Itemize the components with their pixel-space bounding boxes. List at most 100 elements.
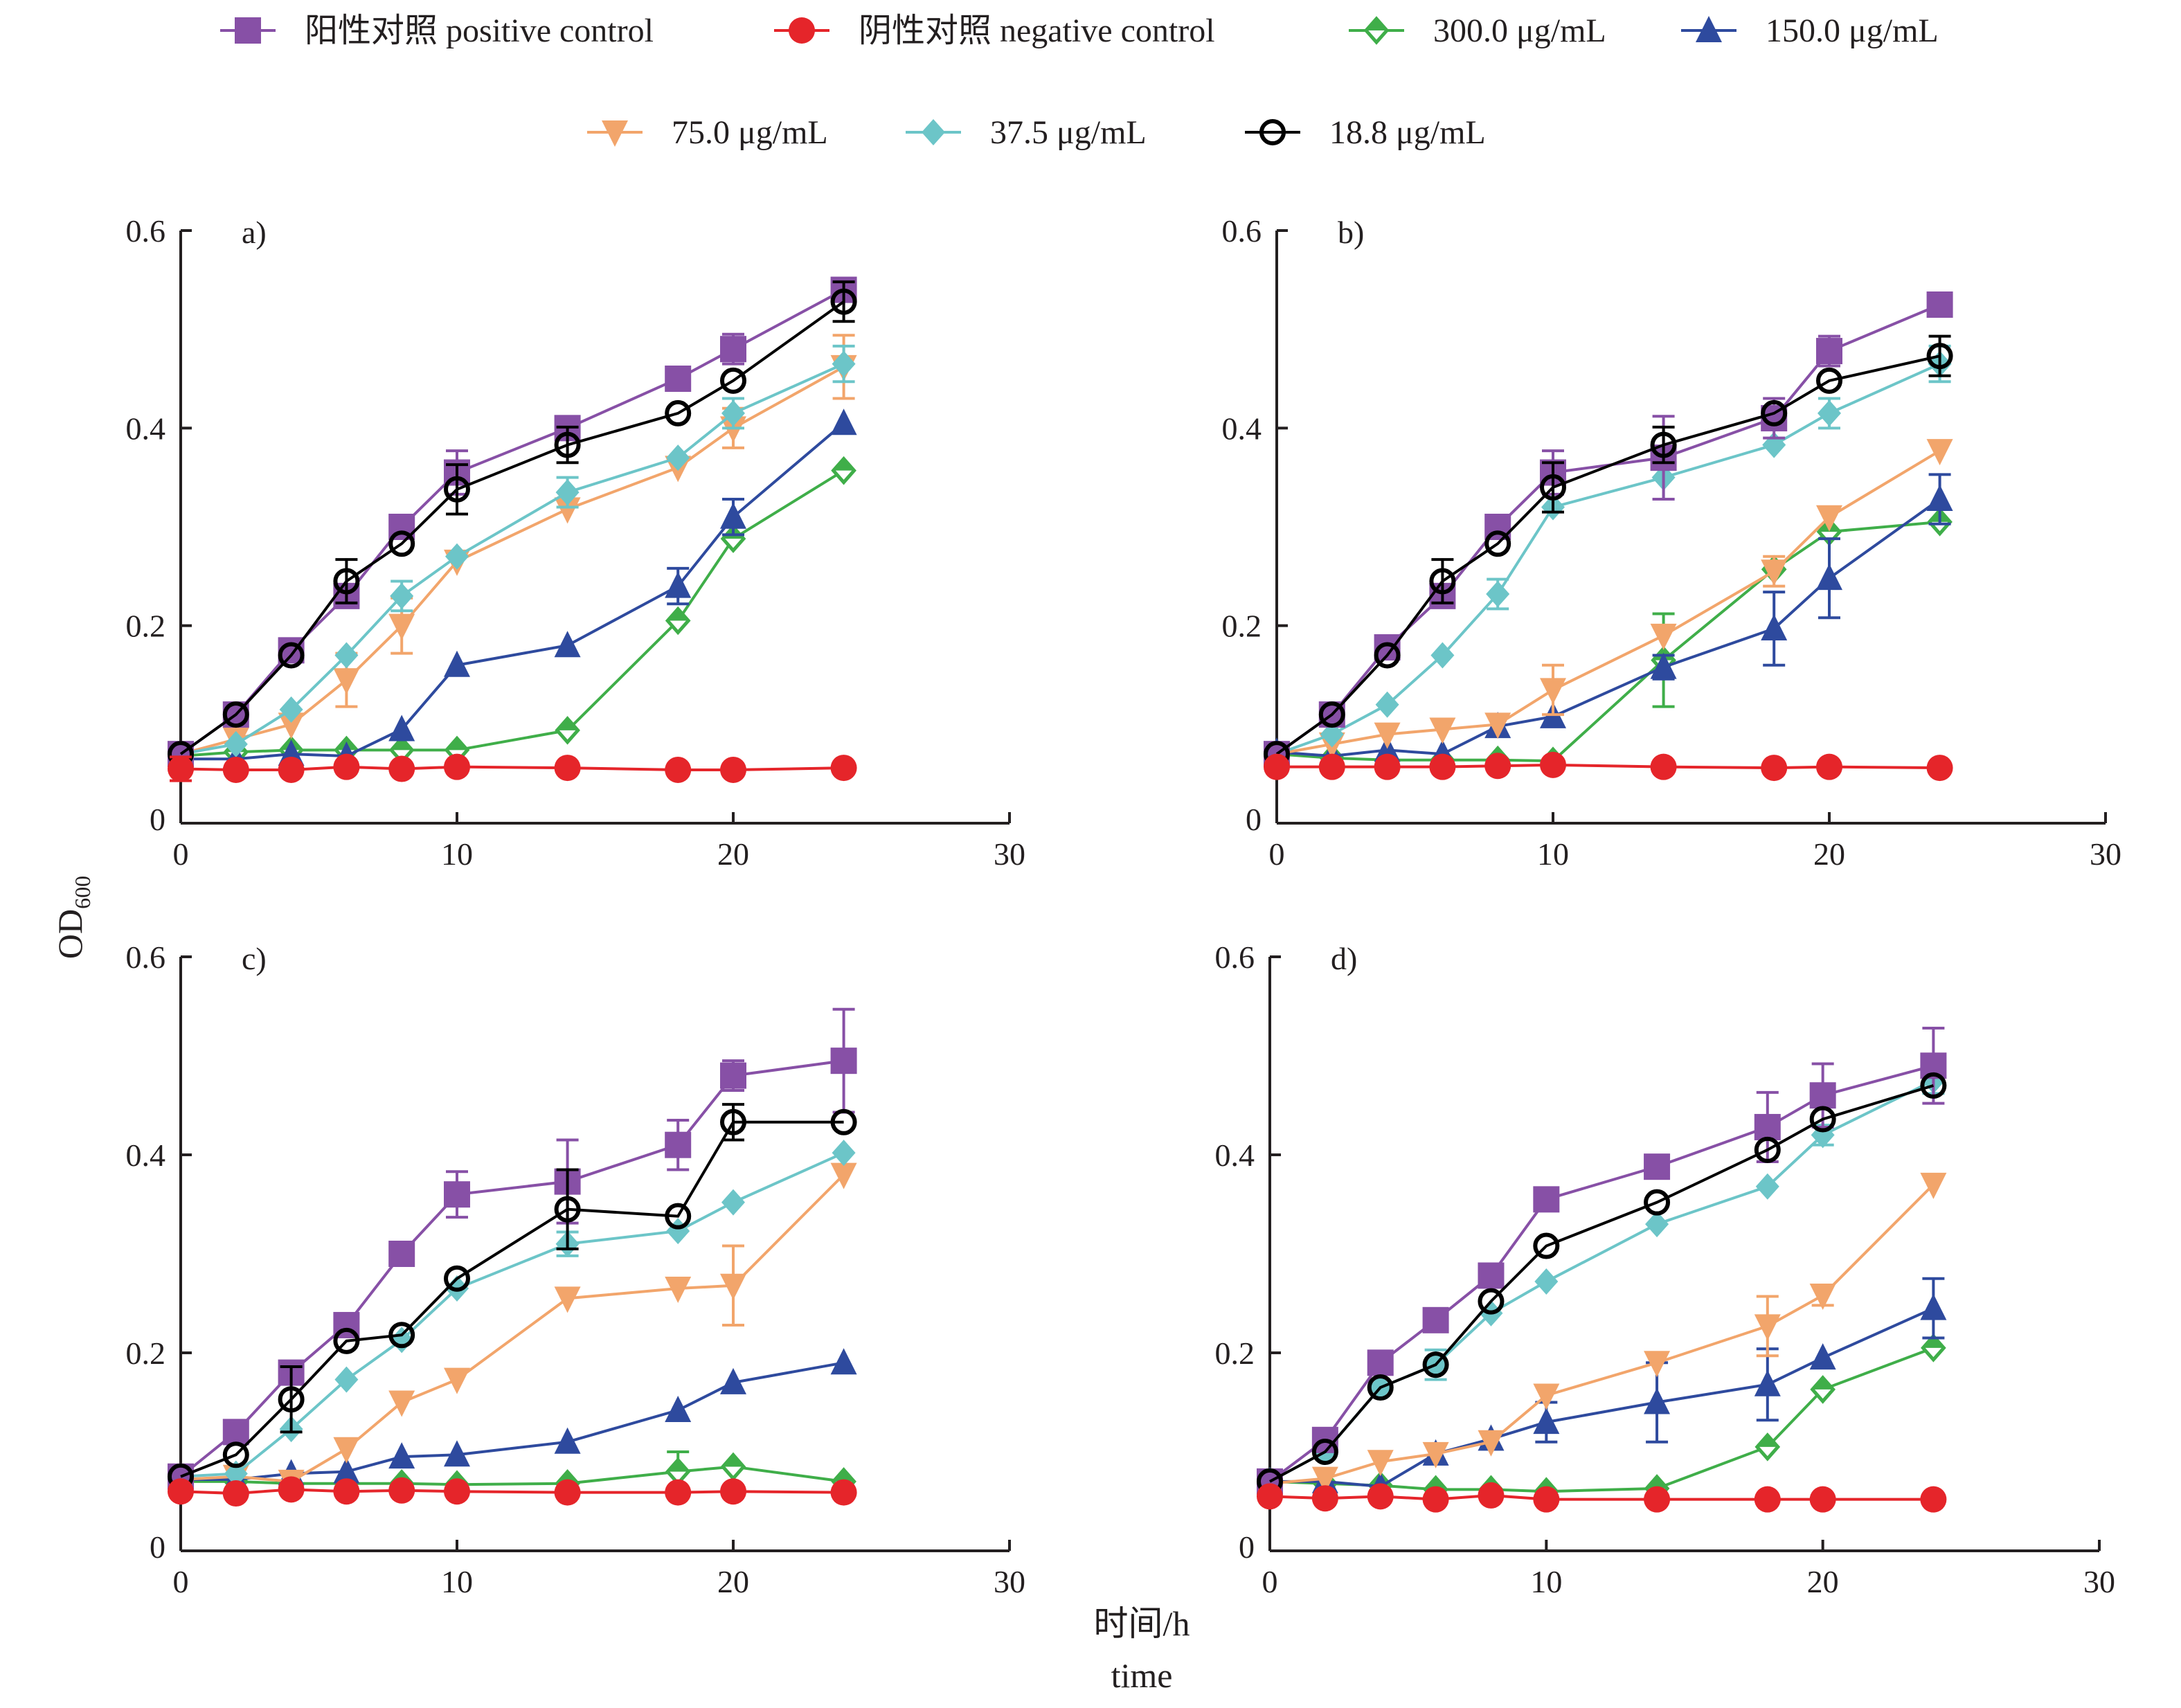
data-point-c18 — [1533, 1232, 1560, 1259]
data-point-c75 — [333, 1437, 360, 1464]
series-c18 — [1257, 1072, 1947, 1495]
x-tick-label: 20 — [717, 836, 749, 872]
data-point-c150 — [665, 571, 692, 598]
y-tick-label: 0.6 — [126, 213, 166, 249]
series-c37 — [1265, 344, 1952, 768]
data-point-c75 — [388, 613, 415, 640]
data-point-neg — [1367, 1483, 1394, 1510]
legend-item-c300: 300.0 μg/mL — [1349, 12, 1606, 49]
data-point-c75 — [1650, 623, 1677, 650]
data-point-neg — [1920, 1486, 1947, 1513]
data-point-c75 — [1644, 1351, 1671, 1378]
series-neg — [168, 1476, 857, 1507]
data-point-c18 — [830, 288, 857, 315]
data-point-neg — [222, 1480, 249, 1507]
series-c150 — [168, 408, 857, 771]
legend-item-pos: 阳性对照 positive control — [220, 12, 654, 49]
data-point-c18 — [1318, 701, 1345, 728]
data-point-pos — [830, 1048, 857, 1075]
data-point-c18 — [222, 701, 249, 728]
legend-marker-neg — [789, 17, 815, 44]
data-point-neg — [1374, 753, 1401, 780]
data-point-pos — [1809, 1082, 1836, 1109]
series-line-c150 — [181, 422, 845, 761]
data-point-c18 — [665, 1203, 692, 1230]
data-point-c18 — [222, 1441, 249, 1468]
series-pos — [1257, 1026, 1947, 1495]
data-point-c75 — [1540, 678, 1566, 705]
legend-item-c18: 18.8 μg/mL — [1245, 114, 1486, 151]
legend-label-c18: 18.8 μg/mL — [1329, 114, 1486, 151]
data-point-neg — [444, 1478, 470, 1505]
data-point-c150 — [444, 1440, 470, 1467]
data-point-neg — [1311, 1485, 1338, 1512]
y-tick-label: 0.6 — [1222, 213, 1262, 249]
panel-label: c) — [242, 941, 267, 976]
series-line-c150 — [1270, 1306, 1935, 1489]
data-point-c150 — [830, 408, 857, 435]
series-line-c75 — [180, 366, 845, 756]
data-point-c75 — [1816, 505, 1842, 532]
panel-label: d) — [1331, 941, 1357, 976]
data-point-pos — [1816, 338, 1842, 365]
data-point-neg — [333, 1478, 360, 1505]
data-point-neg — [388, 755, 415, 782]
y-tick-label: 0.4 — [126, 411, 166, 446]
data-point-c37 — [390, 582, 414, 609]
data-point-c150 — [554, 1427, 581, 1454]
x-tick-label: 10 — [441, 836, 473, 872]
data-point-pos — [1644, 1153, 1671, 1180]
data-point-c18 — [830, 1108, 857, 1135]
data-point-c37 — [1755, 1173, 1779, 1200]
data-point-neg — [388, 1477, 415, 1504]
series-line-c18 — [1269, 1084, 1934, 1483]
data-point-c75 — [1429, 717, 1456, 744]
data-point-c18 — [278, 642, 305, 669]
y-axis-title-subscript: 600 — [70, 876, 95, 909]
y-tick-label: 0.6 — [1215, 940, 1255, 975]
data-point-pos — [388, 1241, 415, 1267]
y-tick-label: 0 — [1246, 802, 1262, 837]
series-line-pos — [1275, 303, 1941, 755]
y-tick-label: 0.4 — [126, 1138, 166, 1173]
data-point-c18 — [1926, 343, 1953, 370]
data-point-c75 — [1761, 559, 1788, 586]
y-tick-label: 0.2 — [1222, 609, 1262, 644]
series-line-neg — [1277, 763, 1940, 770]
data-point-c37 — [555, 479, 580, 506]
data-point-c37 — [279, 696, 303, 723]
data-point-c18 — [1311, 1439, 1338, 1465]
y-tick-label: 0.2 — [126, 1336, 166, 1371]
data-point-pos — [665, 1131, 692, 1158]
data-point-pos — [1478, 1262, 1505, 1289]
x-tick-label: 0 — [173, 836, 189, 872]
series-line-c150 — [181, 1361, 844, 1482]
data-point-neg — [1761, 755, 1788, 782]
data-point-c18 — [665, 399, 692, 426]
data-point-c75 — [1478, 1430, 1505, 1457]
y-tick-label: 0.6 — [126, 940, 166, 975]
y-tick-label: 0 — [150, 802, 165, 837]
series-neg — [168, 753, 857, 783]
data-point-c150 — [1926, 485, 1953, 512]
data-point-pos — [222, 1419, 249, 1446]
data-point-c75 — [830, 1162, 857, 1189]
data-point-neg — [830, 755, 857, 782]
series-line-c300 — [1276, 520, 1940, 763]
data-point-c18 — [1374, 642, 1401, 669]
legend-label-c150: 150.0 μg/mL — [1766, 12, 1939, 49]
data-point-pos — [444, 1181, 470, 1208]
data-point-c18 — [720, 1108, 746, 1135]
data-point-neg — [1754, 1486, 1781, 1513]
legend: 阳性对照 positive control 阴性对照 negative contr… — [220, 12, 1939, 151]
series-pos — [168, 1007, 857, 1490]
series-line-c300 — [181, 1465, 844, 1486]
legend-item-neg: 阴性对照 negative control — [774, 12, 1215, 49]
data-point-c75 — [1422, 1441, 1449, 1468]
data-point-c150 — [1644, 1387, 1671, 1414]
error-bar — [280, 1365, 303, 1434]
data-point-c37 — [1645, 1211, 1669, 1238]
data-point-pos — [720, 1062, 746, 1089]
panel-a: 0 10 20 30 0 0.2 0.4 0.6 a) — [126, 213, 1026, 872]
data-point-neg — [1318, 753, 1345, 780]
